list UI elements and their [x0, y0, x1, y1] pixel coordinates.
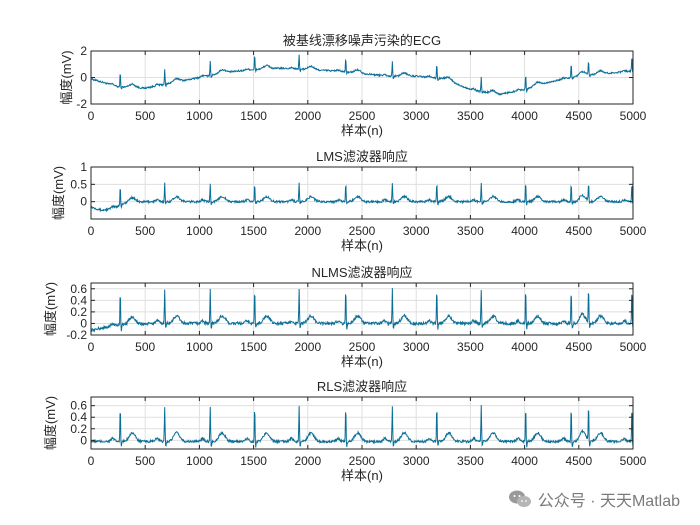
x-tick-label: 0 [88, 224, 95, 238]
x-tick-label: 2000 [294, 340, 321, 354]
x-tick-label: 1500 [240, 340, 267, 354]
y-tick-label: 0.4 [70, 293, 87, 307]
watermark: 公众号 · 天天Matlab [508, 487, 680, 511]
y-axis-label: 幅度(mV) [43, 396, 58, 450]
x-tick-label: 2500 [349, 109, 376, 123]
x-tick-label: 4000 [511, 109, 538, 123]
y-tick-label: 0.6 [70, 282, 87, 296]
x-tick-label: 5000 [620, 109, 647, 123]
y-tick-label: 0.4 [70, 410, 87, 424]
y-tick-label: 1 [80, 160, 87, 174]
x-tick-label: 4500 [565, 109, 592, 123]
x-tick-label: 1000 [186, 109, 213, 123]
x-tick-label: 3500 [457, 109, 484, 123]
x-tick-label: 2500 [349, 224, 376, 238]
x-tick-label: 4000 [511, 340, 538, 354]
x-tick-label: 500 [135, 340, 155, 354]
x-tick-label: 3000 [403, 109, 430, 123]
watermark-text: 公众号 · 天天Matlab [537, 493, 680, 510]
x-tick-label: 1000 [186, 454, 213, 468]
x-tick-label: 5000 [620, 224, 647, 238]
x-tick-label: 4000 [511, 454, 538, 468]
subplot-3: 0 500 1000 1500 2000 2500 3000 3500 4000 4500 5000… [43, 265, 647, 369]
subplot-4: 0 500 1000 1500 2000 2500 3000 3500 4000 4500 5000… [43, 379, 647, 483]
y-tick-label: 0 [80, 195, 87, 209]
x-axis-label: 样本(n) [341, 354, 383, 369]
x-axis-label: 样本(n) [341, 123, 383, 138]
subplot-1: 0 500 1000 1500 2000 2500 3000 3500 4000 4500 5000… [59, 33, 647, 138]
x-axis-label: 样本(n) [341, 238, 383, 253]
y-tick-label: 0 [80, 71, 87, 85]
subplot-2: 0 500 1000 1500 2000 2500 3000 3500 4000 4500 5000… [51, 149, 647, 253]
x-tick-label: 500 [135, 224, 155, 238]
x-tick-label: 2500 [349, 340, 376, 354]
subplot-title: 被基线漂移噪声污染的ECG [283, 33, 441, 48]
x-tick-label: 3500 [457, 454, 484, 468]
ecg-series-line [90, 288, 634, 333]
subplot-title: LMS滤波器响应 [316, 149, 408, 164]
y-tick-label: 0.5 [70, 177, 87, 191]
x-tick-label: 1500 [240, 109, 267, 123]
y-axis-label: 幅度(mV) [59, 50, 74, 104]
y-axis-label: 幅度(mV) [43, 282, 58, 336]
x-tick-label: 3000 [403, 224, 430, 238]
y-tick-label: 0.6 [70, 399, 87, 413]
ecg-series-line [90, 54, 634, 96]
y-tick-label: 0 [80, 433, 87, 447]
x-tick-label: 0 [88, 340, 95, 354]
subplot-title: NLMS滤波器响应 [311, 265, 412, 280]
x-tick-label: 3500 [457, 340, 484, 354]
y-tick-label: -0.2 [66, 328, 87, 342]
ecg-series-line [90, 404, 634, 448]
x-tick-label: 4500 [565, 224, 592, 238]
x-tick-label: 1000 [186, 224, 213, 238]
x-tick-label: 1500 [240, 224, 267, 238]
x-tick-label: 5000 [620, 454, 647, 468]
x-tick-label: 3500 [457, 224, 484, 238]
y-tick-label: 2 [80, 44, 87, 58]
x-tick-label: 5000 [620, 340, 647, 354]
x-tick-label: 500 [135, 454, 155, 468]
y-tick-label: 0.2 [70, 305, 87, 319]
x-tick-label: 2000 [294, 224, 321, 238]
x-tick-label: 1500 [240, 454, 267, 468]
x-axis-label: 样本(n) [341, 468, 383, 483]
x-tick-label: 4500 [565, 454, 592, 468]
ecg-series-line [90, 182, 634, 213]
wechat-icon [508, 490, 531, 507]
x-tick-label: 2500 [349, 454, 376, 468]
y-tick-label: 0.2 [70, 422, 87, 436]
y-axis-label: 幅度(mV) [51, 166, 66, 220]
x-tick-label: 2000 [294, 454, 321, 468]
x-tick-label: 1000 [186, 340, 213, 354]
x-tick-label: 500 [135, 109, 155, 123]
x-tick-label: 4000 [511, 224, 538, 238]
x-tick-label: 3000 [403, 454, 430, 468]
x-tick-label: 2000 [294, 109, 321, 123]
x-tick-label: 0 [88, 109, 95, 123]
x-tick-label: 4500 [565, 340, 592, 354]
y-tick-label: -2 [76, 97, 87, 111]
x-tick-label: 0 [88, 454, 95, 468]
x-tick-label: 3000 [403, 340, 430, 354]
subplot-title: RLS滤波器响应 [317, 379, 407, 394]
y-tick-label: 0 [80, 316, 87, 330]
